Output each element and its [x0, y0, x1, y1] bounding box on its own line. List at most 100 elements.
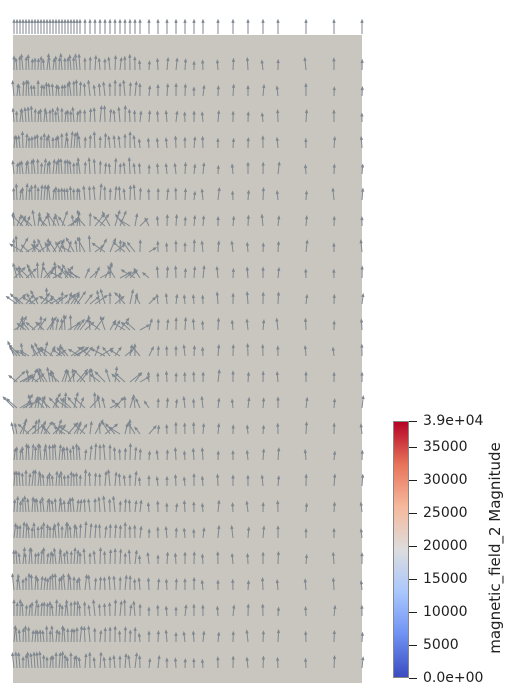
field-arrow: [262, 525, 266, 539]
field-arrow: [29, 184, 34, 201]
field-arrow: [59, 52, 63, 71]
field-arrow: [22, 521, 26, 539]
field-arrow: [183, 58, 188, 71]
field-arrow: [98, 422, 102, 435]
field-arrow: [88, 212, 92, 227]
field-arrow: [122, 241, 131, 253]
field-arrow: [215, 265, 219, 279]
field-arrow: [59, 397, 72, 409]
field-arrow: [30, 344, 39, 357]
field-arrow: [36, 629, 40, 643]
field-arrow: [118, 18, 122, 34]
field-arrow: [304, 371, 308, 382]
field-arrow: [94, 523, 98, 539]
field-arrow: [8, 344, 21, 357]
field-arrow: [31, 443, 35, 461]
field-arrow: [69, 471, 73, 487]
field-arrow: [156, 187, 160, 201]
field-arrow: [231, 630, 235, 643]
field-arrow: [20, 186, 25, 201]
field-arrow: [92, 216, 106, 227]
field-arrow: [102, 443, 106, 461]
field-arrow: [174, 398, 179, 409]
field-arrow: [50, 474, 54, 487]
field-arrow: [82, 498, 87, 513]
field-arrow: [231, 655, 235, 669]
field-arrow: [165, 265, 170, 279]
field-arrow: [11, 107, 15, 123]
field-arrow: [75, 626, 79, 642]
field-arrow: [123, 104, 127, 123]
field-arrow: [123, 447, 128, 461]
field-arrow: [262, 83, 266, 97]
field-arrow: [62, 573, 66, 591]
field-arrow: [246, 214, 250, 227]
field-arrow: [92, 131, 96, 149]
field-arrow: [36, 603, 40, 617]
field-arrow: [164, 109, 168, 123]
field-arrow: [200, 579, 204, 591]
field-arrow: [87, 320, 101, 331]
field-arrow: [260, 213, 264, 227]
field-arrow: [361, 292, 365, 305]
field-arrow: [88, 107, 93, 123]
field-arrow: [24, 576, 28, 590]
field-arrow: [40, 184, 44, 201]
field-arrow: [276, 396, 280, 408]
field-arrow: [146, 371, 151, 383]
field-arrow: [57, 18, 61, 34]
field-arrow: [202, 162, 206, 175]
field-arrow: [88, 552, 92, 564]
field-arrow: [18, 500, 23, 513]
field-arrow: [29, 84, 33, 97]
field-arrow: [246, 371, 251, 383]
field-arrow: [17, 651, 21, 669]
field-arrow: [138, 59, 142, 71]
field-arrow: [184, 604, 188, 617]
field-arrow: [276, 656, 280, 669]
field-arrow: [174, 345, 178, 356]
field-arrow: [26, 106, 30, 123]
field-arrow: [93, 472, 98, 487]
field-arrow: [59, 470, 63, 487]
field-arrow: [66, 109, 70, 123]
field-arrow: [82, 82, 87, 97]
field-arrow: [112, 109, 116, 123]
field-arrow: [87, 625, 91, 643]
field-arrow: [98, 546, 103, 565]
field-arrow: [79, 396, 84, 409]
field-arrow: [231, 190, 235, 201]
field-arrow: [174, 606, 178, 616]
field-arrow: [55, 628, 59, 643]
field-arrow: [231, 83, 236, 97]
field-arrow: [133, 578, 137, 591]
field-arrow: [165, 449, 169, 461]
field-arrow: [97, 57, 101, 71]
field-arrow: [84, 520, 88, 539]
field-arrow: [54, 55, 58, 71]
field-arrow: [53, 443, 57, 461]
colorbar-tick-mark: [409, 612, 417, 613]
field-arrow: [138, 239, 142, 253]
field-arrow: [83, 601, 87, 617]
field-arrow: [101, 211, 111, 227]
field-arrow: [103, 626, 107, 643]
field-arrow: [41, 424, 51, 435]
field-arrow: [51, 136, 55, 149]
field-arrow: [303, 56, 307, 71]
field-arrow: [114, 523, 118, 539]
field-arrow: [216, 216, 220, 227]
field-arrow: [55, 599, 59, 617]
field-arrow: [332, 450, 337, 461]
field-arrow: [72, 576, 76, 590]
field-arrow: [138, 18, 142, 34]
field-arrow: [15, 266, 24, 279]
field-arrow: [231, 424, 235, 435]
field-arrow: [87, 574, 91, 591]
field-arrow: [126, 241, 136, 253]
field-arrow: [245, 291, 249, 305]
field-arrow: [103, 550, 107, 565]
field-arrow: [35, 497, 39, 513]
field-arrow: [8, 345, 18, 357]
